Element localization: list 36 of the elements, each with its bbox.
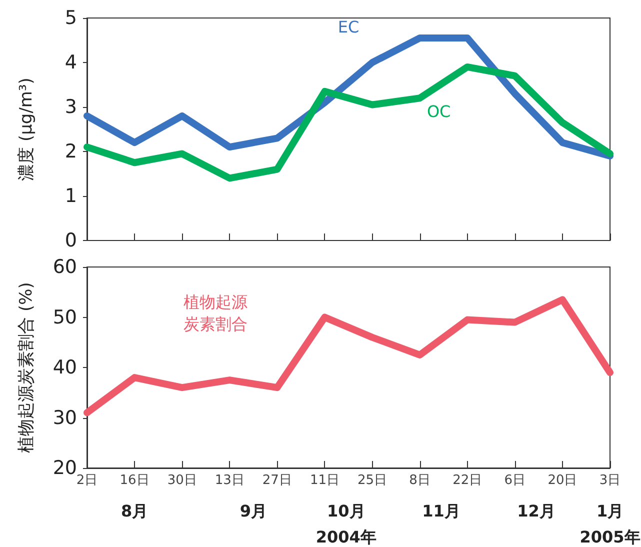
text: 12月 — [517, 502, 556, 520]
x-tick-label: 6日 — [504, 473, 526, 488]
y-tick-label: 4 — [64, 52, 77, 74]
x-tick-label: 20日 — [548, 473, 578, 488]
y-tick-label: 2 — [64, 140, 77, 162]
y-axis-title: 濃度 (μg/m³) — [16, 78, 36, 181]
y-tick-label: 1 — [64, 185, 77, 207]
text: 10月 — [326, 502, 366, 520]
x-tick-label: 25日 — [358, 473, 388, 488]
y-tick-label: 3 — [64, 96, 77, 118]
text: 2004年 — [316, 528, 376, 546]
text: 植物起源炭素割合 — [183, 292, 248, 334]
y-tick-label: 50 — [52, 306, 77, 328]
x-tick-label: 16日 — [120, 473, 150, 488]
y-tick-label: 60 — [52, 256, 77, 278]
text: 2005年 — [580, 528, 640, 546]
y-tick-label: 30 — [52, 406, 77, 429]
x-tick-label: 13日 — [214, 473, 244, 488]
x-tick-label: 3日 — [599, 473, 621, 488]
series-label: EC — [338, 17, 360, 36]
x-tick-label: 27日 — [262, 473, 292, 488]
text: 11月 — [422, 502, 460, 520]
y-tick-label: 0 — [64, 230, 77, 252]
series-label: OC — [426, 102, 451, 121]
text: 9月 — [240, 502, 267, 520]
x-tick-label: 8日 — [409, 473, 430, 488]
x-tick-label: 30日 — [167, 473, 197, 488]
x-tick-label: 11日 — [310, 473, 340, 488]
text: 1月 — [596, 502, 624, 520]
text: 8月 — [120, 502, 148, 520]
y-tick-label: 20 — [52, 457, 77, 479]
y-axis-title: 植物起源炭素割合 (%) — [16, 282, 36, 453]
y-tick-label: 40 — [52, 356, 77, 378]
x-tick-label: 2日 — [76, 473, 98, 488]
x-tick-label: 22日 — [452, 473, 482, 488]
y-tick-label: 5 — [64, 7, 77, 29]
